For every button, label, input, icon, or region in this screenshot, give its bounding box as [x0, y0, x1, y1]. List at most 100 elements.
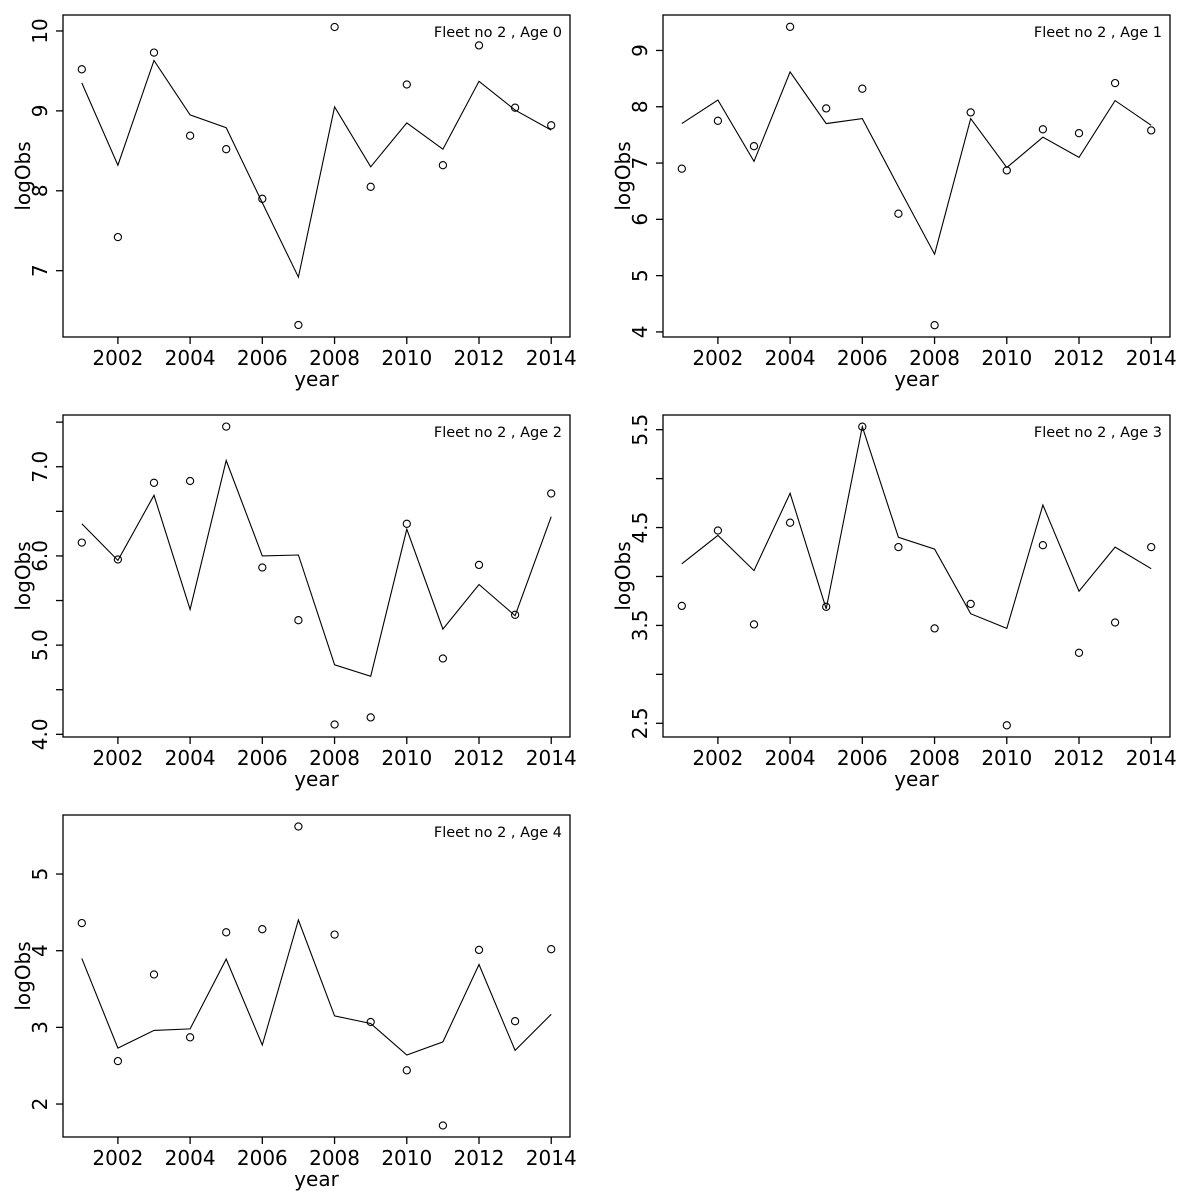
y-tick-label: 4: [28, 944, 52, 957]
x-axis-label: year: [894, 367, 939, 391]
observation-marker: [1147, 542, 1156, 552]
observation-marker: [1110, 78, 1120, 88]
observation-marker: [822, 602, 831, 611]
x-tick-label: 2012: [454, 346, 505, 370]
observation-marker: [474, 560, 484, 570]
x-tick-label: 2002: [92, 746, 143, 770]
y-axis: 4.0 5.0 6.0 7.0: [28, 421, 63, 750]
x-tick-label: 2004: [765, 746, 816, 770]
x-tick-label: 2010: [981, 746, 1032, 770]
y-tick-label: 8: [28, 184, 52, 197]
x-tick-label: 2006: [237, 746, 288, 770]
x-tick-label: 2006: [837, 346, 888, 370]
observation-marker: [547, 121, 556, 130]
y-tick-label: 4.5: [628, 512, 652, 544]
observation-marker: [749, 620, 759, 629]
plot-title: Fleet no 2 , Age 4: [434, 825, 562, 841]
observation-marker: [713, 116, 723, 125]
observation-marker: [966, 108, 975, 117]
x-tick-label: 2004: [165, 1146, 216, 1170]
observation-marker: [474, 945, 484, 955]
y-axis-label: logObs: [11, 541, 35, 610]
observation-marker: [258, 925, 267, 934]
observation-marker: [785, 518, 795, 527]
plot-title: Fleet no 2 , Age 3: [1034, 425, 1162, 441]
observation-marker: [149, 970, 159, 979]
observation-marker: [894, 209, 903, 218]
y-axis: 2 3 4 5: [28, 868, 63, 1110]
observation-marker: [474, 41, 484, 50]
observation-marker: [149, 478, 159, 487]
observation-marker: [966, 599, 975, 609]
x-tick-label: 2010: [981, 346, 1032, 370]
plot-fleet2-age1: 2002 2004 2006 2008 2010 2012 2014 4 5 6 7 8 9 year lo…: [600, 0, 1200, 400]
observation-marker: [149, 48, 159, 57]
plot-box: [662, 414, 1171, 738]
y-axis: 7 8 9 10: [28, 18, 63, 277]
observation-marker: [510, 610, 520, 619]
observation-marker: [402, 519, 411, 528]
chart-svg-age2: 2002 2004 2006 2008 2010 2012 2014 4.0 5.0 6.0 7.0…: [11, 414, 577, 791]
observation-marker: [894, 542, 903, 552]
plot-title: Fleet no 2 , Age 0: [434, 25, 562, 41]
x-tick-label: 2010: [381, 346, 432, 370]
plot-fleet2-age3: 2002 2004 2006 2008 2010 2012 2014 2.5 3.5 4.5 5.5…: [600, 400, 1200, 800]
observation-marker: [185, 476, 195, 486]
x-tick-label: 2008: [309, 746, 360, 770]
observation-marker: [749, 142, 759, 151]
observation-marker: [185, 131, 195, 140]
y-tick-label: 6.0: [28, 540, 52, 572]
plot-fleet2-age2: 2002 2004 2006 2008 2010 2012 2014 4.0 5.0 6.0 7.0…: [0, 400, 600, 800]
y-tick-label: 9: [628, 44, 652, 57]
chart-svg-age0: 2002 2004 2006 2008 2010 2012 2014 7 8 9 10 year log…: [11, 14, 577, 391]
x-tick-label: 2006: [237, 1146, 288, 1170]
x-tick-label: 2002: [92, 346, 143, 370]
y-tick-label: 5: [628, 269, 652, 282]
x-tick-label: 2014: [1126, 746, 1177, 770]
observation-marker: [113, 555, 123, 564]
observation-marker: [858, 422, 867, 431]
x-tick-label: 2012: [454, 1146, 505, 1170]
plot-fleet2-age4: 2002 2004 2006 2008 2010 2012 2014 2 3 4 5 year logO…: [0, 800, 600, 1200]
x-axis: 2002 2004 2006 2008 2010 2012 2014: [92, 737, 577, 770]
y-axis: 2.5 3.5 4.5 5.5: [628, 414, 663, 739]
y-tick-label: 5.0: [28, 629, 52, 661]
y-tick-label: 5.5: [628, 414, 652, 446]
y-tick-label: 10: [28, 18, 52, 43]
x-tick-label: 2008: [909, 346, 960, 370]
observation-marker: [366, 1017, 375, 1027]
observation-points: [77, 422, 556, 729]
observation-marker: [1038, 125, 1048, 134]
y-axis-label: logObs: [11, 941, 35, 1010]
observation-points: [77, 22, 556, 330]
x-tick-label: 2012: [454, 746, 505, 770]
y-tick-label: 7: [28, 264, 52, 277]
y-tick-label: 5: [28, 868, 52, 881]
x-tick-label: 2004: [765, 346, 816, 370]
x-tick-label: 2004: [165, 746, 216, 770]
x-tick-label: 2014: [1126, 346, 1177, 370]
chart-svg-age4: 2002 2004 2006 2008 2010 2012 2014 2 3 4 5 year logO…: [11, 814, 577, 1191]
y-tick-label: 4.0: [28, 718, 52, 750]
observation-marker: [438, 161, 448, 170]
y-tick-label: 7: [628, 157, 652, 170]
observation-marker: [185, 1033, 195, 1042]
observation-marker: [77, 65, 86, 74]
observation-marker: [222, 145, 231, 154]
x-tick-label: 2006: [237, 346, 288, 370]
y-tick-label: 2.5: [628, 707, 652, 739]
x-tick-label: 2006: [837, 746, 888, 770]
x-axis-label: year: [294, 1167, 339, 1191]
plot-title: Fleet no 2 , Age 2: [434, 425, 562, 441]
observation-marker: [294, 616, 303, 625]
y-axis-label: logObs: [611, 141, 635, 210]
x-axis-label: year: [894, 767, 939, 791]
fit-line: [81, 458, 552, 678]
plot-title: Fleet no 2 , Age 1: [1034, 25, 1162, 41]
observation-marker: [930, 624, 939, 633]
y-tick-label: 7.0: [28, 451, 52, 483]
empty-grid-cell: [600, 800, 1200, 1200]
plot-box: [62, 14, 571, 338]
chart-svg-age1: 2002 2004 2006 2008 2010 2012 2014 4 5 6 7 8 9 year lo…: [611, 14, 1177, 391]
